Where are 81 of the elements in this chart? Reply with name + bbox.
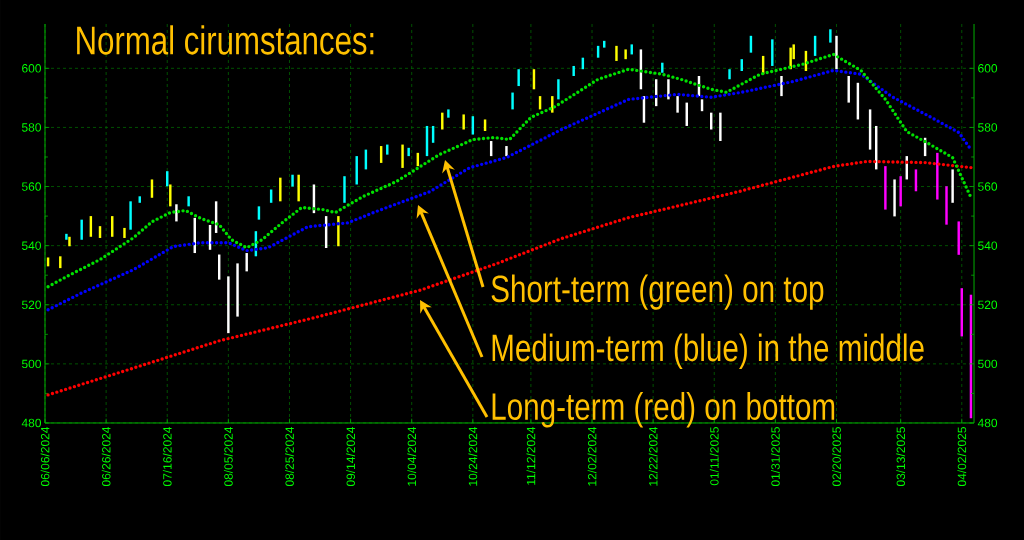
bar — [676, 96, 679, 113]
bar — [557, 79, 560, 100]
y2-tick-label: 600 — [978, 64, 998, 73]
y2-tick-label: 580 — [978, 123, 998, 132]
annotation: Short-term (green) on top — [491, 274, 824, 310]
bar — [447, 109, 450, 118]
x-tick-label: 06/06/2024 — [40, 426, 50, 487]
x-tick-label: 10/24/2024 — [468, 426, 478, 486]
y-tick-label: 500 — [21, 359, 42, 369]
bar — [572, 65, 575, 77]
bar — [59, 256, 62, 269]
bar — [291, 174, 294, 187]
bar — [65, 233, 68, 240]
bar — [789, 47, 792, 70]
bar — [719, 112, 722, 142]
x-tick-label: 02/20/2025 — [832, 427, 841, 487]
annotation: Medium-term (blue) in the middle — [492, 333, 924, 369]
y2-tick-label: 520 — [978, 300, 998, 310]
bar — [899, 176, 902, 207]
bar — [505, 146, 508, 157]
bar — [343, 176, 346, 203]
y2-tick-label: 480 — [977, 418, 998, 428]
bar — [511, 92, 514, 110]
x-tick-label: 12/02/2024 — [587, 426, 597, 486]
x-tick-label: 12/22/2024 — [648, 426, 658, 486]
bar — [517, 69, 520, 87]
bar — [441, 112, 444, 130]
x-tick-label: 01/11/2025 — [709, 427, 719, 486]
bar — [780, 76, 783, 97]
y-tick-label: 480 — [21, 418, 42, 428]
bar — [667, 79, 670, 100]
bar — [462, 114, 465, 130]
x-tick-label: 06/26/2024 — [101, 426, 111, 487]
bar — [936, 152, 939, 200]
bar — [624, 49, 627, 60]
bar — [129, 201, 132, 230]
chart-title: Normal cirumstances: — [77, 25, 374, 55]
bar — [279, 177, 282, 202]
x-tick-label: 04/02/2025 — [957, 427, 967, 487]
x-tick-label: 07/16/2024 — [162, 426, 172, 487]
bar — [187, 196, 190, 207]
bar — [68, 236, 71, 247]
bar — [227, 276, 230, 334]
y2-tick-label: 560 — [978, 182, 998, 191]
bar — [80, 219, 83, 240]
bar — [771, 39, 774, 66]
bar — [847, 76, 850, 103]
annotation: Long-term (red) on bottom — [492, 392, 835, 428]
y-tick-label: 560 — [21, 182, 42, 191]
bar — [728, 69, 731, 80]
y2-tick-label: 500 — [978, 359, 998, 369]
bar — [407, 147, 410, 157]
bar — [951, 169, 954, 203]
bar — [123, 227, 126, 238]
bar — [829, 29, 832, 43]
x-tick-label: 10/04/2024 — [407, 426, 417, 486]
x-tick-label: 08/25/2024 — [285, 426, 294, 487]
x-tick-label: 08/05/2024 — [223, 426, 233, 487]
x-tick-label: 09/14/2024 — [346, 426, 355, 487]
bar — [884, 166, 887, 210]
bar — [175, 204, 178, 222]
bar — [169, 184, 172, 207]
bar — [893, 179, 896, 217]
y-tick-label: 580 — [21, 123, 42, 132]
bar — [337, 216, 340, 247]
y2-tick-label: 540 — [978, 241, 998, 250]
bar — [945, 186, 948, 225]
y-tick-label: 540 — [21, 241, 42, 250]
bar — [245, 253, 248, 272]
bar — [615, 45, 618, 61]
bar — [835, 35, 838, 70]
x-tick-label: 01/31/2025 — [770, 427, 780, 487]
bar — [236, 263, 239, 317]
bar — [297, 174, 300, 202]
bar — [661, 62, 664, 73]
x-tick-label: 03/13/2025 — [896, 427, 906, 487]
bar — [401, 144, 404, 168]
y-tick-label: 600 — [22, 64, 42, 73]
x-tick-label: 11/12/2024 — [526, 426, 536, 485]
bar — [355, 156, 358, 185]
y-tick-label: 520 — [21, 300, 42, 310]
